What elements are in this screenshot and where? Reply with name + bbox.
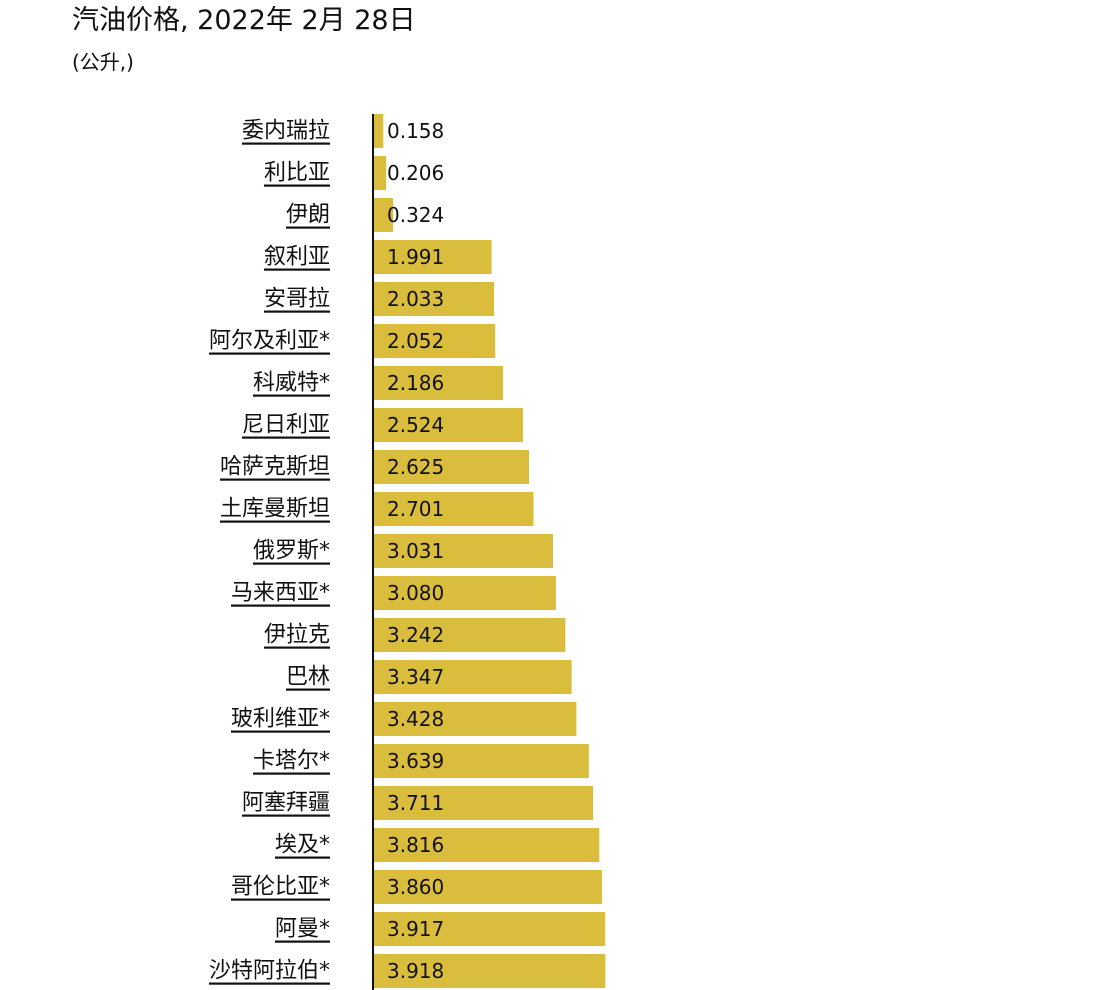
bar <box>374 576 556 610</box>
category-label[interactable]: 叙利亚 <box>264 245 330 270</box>
value-label: 3.242 <box>387 623 444 647</box>
category-label[interactable]: 科威特* <box>253 371 330 396</box>
value-label: 2.033 <box>387 287 444 311</box>
value-label: 3.639 <box>387 749 444 773</box>
category-label[interactable]: 埃及* <box>275 833 330 858</box>
category-label[interactable]: 俄罗斯* <box>253 539 330 564</box>
category-label[interactable]: 哥伦比亚* <box>231 875 330 900</box>
category-label[interactable]: 马来西亚* <box>231 581 330 606</box>
value-label: 1.991 <box>387 245 444 269</box>
value-label: 2.052 <box>387 329 444 353</box>
chart-subtitle: (公升,) <box>72 50 134 74</box>
bar <box>374 366 504 400</box>
category-label[interactable]: 哈萨克斯坦 <box>220 455 330 480</box>
bar <box>374 870 602 904</box>
value-label: 2.186 <box>387 371 444 395</box>
category-label[interactable]: 伊朗 <box>286 203 330 228</box>
bar <box>374 324 496 358</box>
bar <box>374 282 495 316</box>
category-label[interactable]: 土库曼斯坦 <box>220 497 330 522</box>
value-label: 2.524 <box>387 413 444 437</box>
category-label[interactable]: 阿塞拜疆 <box>242 791 330 816</box>
value-label: 3.428 <box>387 707 444 731</box>
chart-title: 汽油价格, 2022年 2月 28日 <box>72 5 416 36</box>
value-label: 3.816 <box>387 833 444 857</box>
bar <box>374 408 524 442</box>
bar <box>374 744 589 778</box>
value-label: 3.080 <box>387 581 444 605</box>
bar <box>374 114 384 148</box>
bar <box>374 198 394 232</box>
category-label[interactable]: 玻利维亚* <box>231 707 330 732</box>
bar <box>374 450 530 484</box>
bar <box>374 240 492 274</box>
category-label[interactable]: 委内瑞拉 <box>242 119 330 144</box>
value-label: 2.625 <box>387 455 444 479</box>
bar <box>374 618 566 652</box>
category-label[interactable]: 卡塔尔* <box>253 749 330 774</box>
category-label[interactable]: 巴林 <box>286 665 330 690</box>
category-label[interactable]: 伊拉克 <box>264 623 330 648</box>
bar <box>374 156 387 190</box>
bar <box>374 534 553 568</box>
value-label: 3.031 <box>387 539 444 563</box>
bar <box>374 786 594 820</box>
category-label[interactable]: 利比亚 <box>264 161 330 186</box>
value-label: 0.206 <box>387 161 444 185</box>
value-label: 3.347 <box>387 665 444 689</box>
value-label: 3.860 <box>387 875 444 899</box>
value-label: 3.711 <box>387 791 444 815</box>
bar <box>374 828 600 862</box>
value-label: 3.917 <box>387 917 444 941</box>
value-label: 3.918 <box>387 959 444 983</box>
category-label[interactable]: 阿尔及利亚* <box>209 329 330 354</box>
category-label[interactable]: 阿曼* <box>275 917 330 942</box>
bar <box>374 702 577 736</box>
value-label: 0.324 <box>387 203 444 227</box>
value-label: 0.158 <box>387 119 444 143</box>
value-label: 2.701 <box>387 497 444 521</box>
bar <box>374 660 572 694</box>
bar <box>374 492 534 526</box>
category-label[interactable]: 尼日利亚 <box>242 413 330 438</box>
category-label[interactable]: 沙特阿拉伯* <box>209 959 330 984</box>
category-label[interactable]: 安哥拉 <box>264 287 330 312</box>
bar <box>374 912 606 946</box>
bar <box>374 954 606 988</box>
